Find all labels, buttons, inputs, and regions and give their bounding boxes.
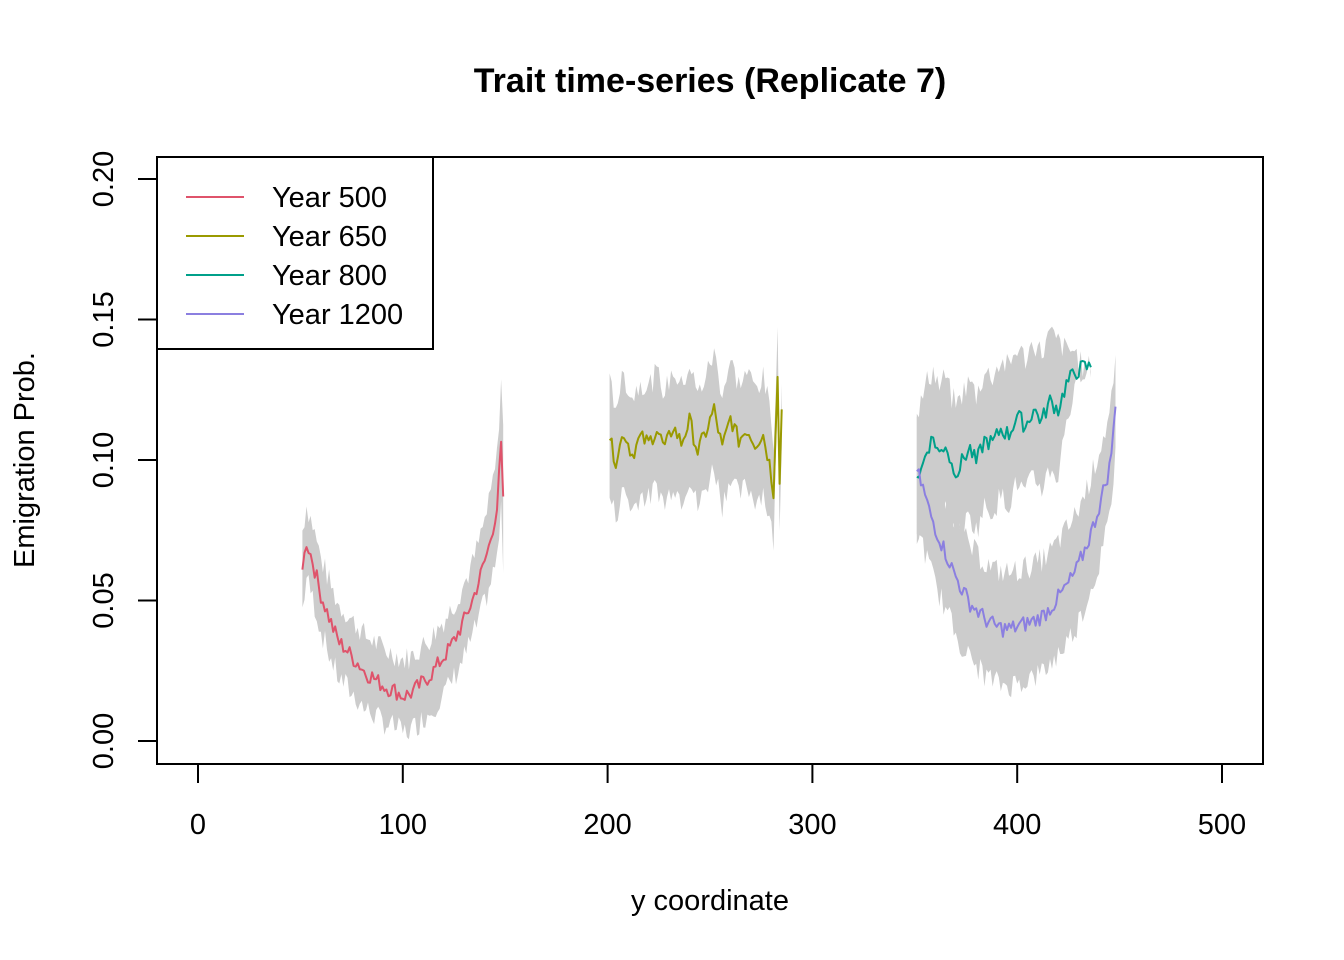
y-tick-label: 0.10 xyxy=(88,432,120,488)
chart-title: Trait time-series (Replicate 7) xyxy=(474,62,946,100)
legend-label: Year 800 xyxy=(272,260,387,292)
x-tick-label: 400 xyxy=(993,809,1041,841)
line-series-2 xyxy=(608,375,783,500)
x-tick-label: 300 xyxy=(788,809,836,841)
x-tick-label: 0 xyxy=(190,809,206,841)
line-series-4 xyxy=(916,406,1117,638)
x-axis: 0 100 200 300 400 500 xyxy=(190,763,1246,841)
band-series-2 xyxy=(609,327,782,551)
y-axis-label: Emigration Prob. xyxy=(9,352,41,568)
x-tick-label: 100 xyxy=(379,809,427,841)
x-axis-label: y coordinate xyxy=(631,885,789,917)
band-series-4 xyxy=(916,355,1116,698)
series-lines xyxy=(301,360,1117,701)
legend-box xyxy=(156,156,434,350)
line-series-3 xyxy=(916,360,1092,479)
line-series-1 xyxy=(301,440,505,701)
y-axis: 0.00 0.05 0.10 0.15 0.20 xyxy=(88,151,158,769)
x-tick-label: 500 xyxy=(1198,809,1246,841)
band-series-1 xyxy=(302,379,504,740)
legend-label: Year 1200 xyxy=(272,299,403,331)
legend-label: Year 500 xyxy=(272,182,387,214)
x-tick-label: 200 xyxy=(583,809,631,841)
y-tick-label: 0.00 xyxy=(88,713,120,769)
legend-label: Year 650 xyxy=(272,221,387,253)
y-tick-label: 0.05 xyxy=(88,572,120,628)
legend: Year 500 Year 650 Year 800 Year 1200 xyxy=(156,156,434,350)
y-tick-label: 0.15 xyxy=(88,291,120,347)
y-tick-label: 0.20 xyxy=(88,151,120,207)
